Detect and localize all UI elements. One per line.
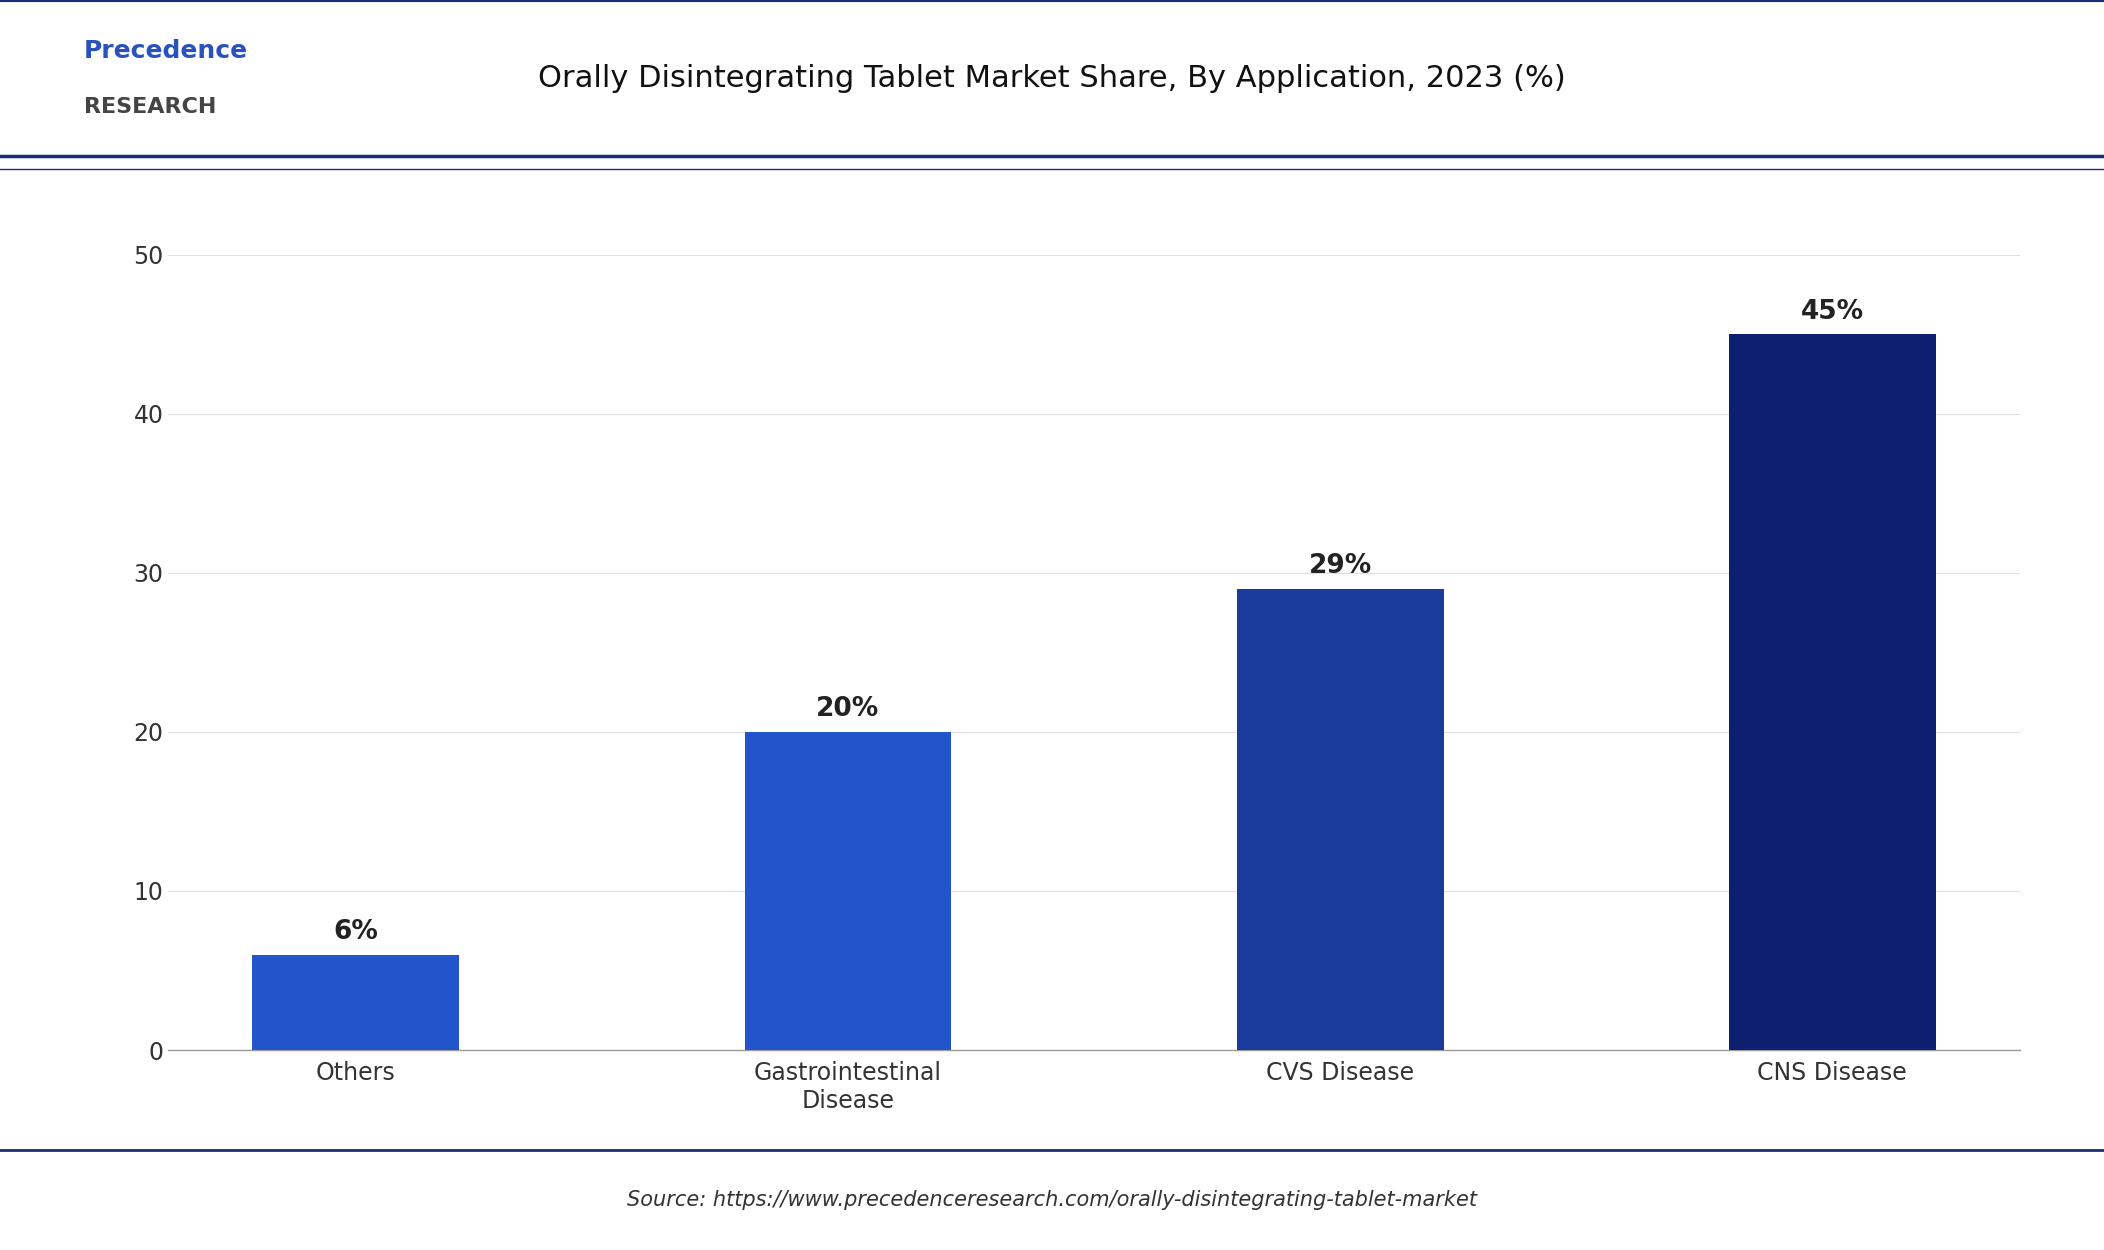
Bar xyxy=(252,955,459,1050)
Bar xyxy=(745,731,951,1050)
Text: Source: https://www.precedenceresearch.com/orally-disintegrating-tablet-market: Source: https://www.precedenceresearch.c… xyxy=(627,1190,1477,1210)
Text: 29%: 29% xyxy=(1309,552,1372,579)
Text: 20%: 20% xyxy=(816,696,879,722)
Text: 6%: 6% xyxy=(332,919,379,945)
Text: 45%: 45% xyxy=(1801,299,1864,325)
Bar xyxy=(1237,589,1443,1050)
Text: Orally Disintegrating Tablet Market Share, By Application, 2023 (%): Orally Disintegrating Tablet Market Shar… xyxy=(539,64,1565,92)
Bar xyxy=(1729,334,1936,1050)
Text: RESEARCH: RESEARCH xyxy=(84,98,217,118)
Text: Precedence: Precedence xyxy=(84,39,248,62)
